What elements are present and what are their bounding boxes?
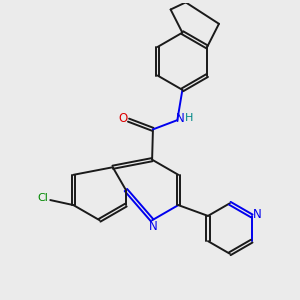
Text: O: O <box>118 112 127 125</box>
Text: N: N <box>148 220 157 232</box>
Text: N: N <box>176 112 184 125</box>
Text: Cl: Cl <box>37 194 48 203</box>
Text: N: N <box>253 208 262 221</box>
Text: H: H <box>185 113 193 124</box>
